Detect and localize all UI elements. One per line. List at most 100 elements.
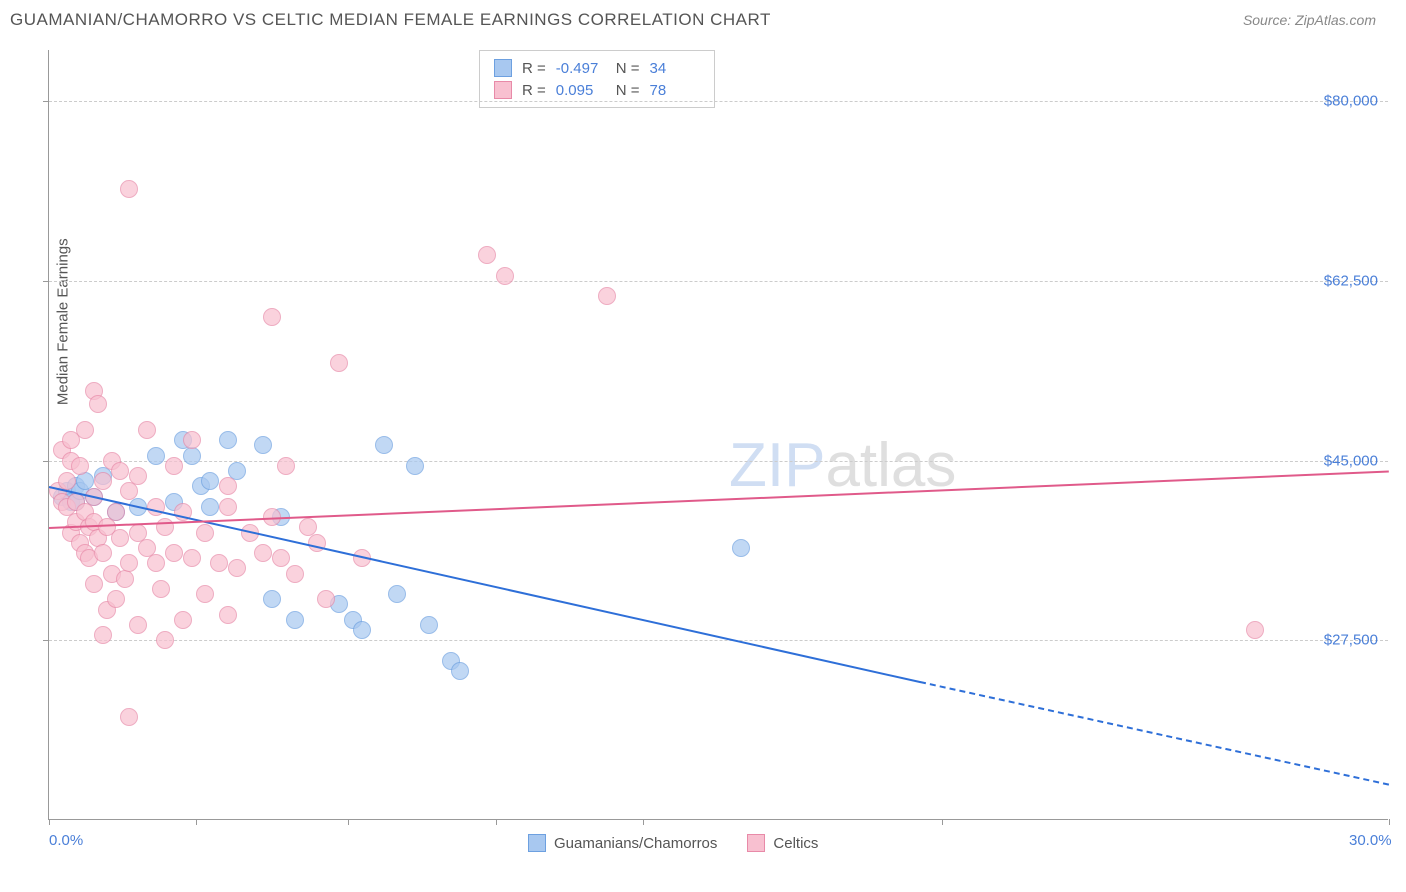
scatter-point — [420, 616, 438, 634]
scatter-point — [210, 554, 228, 572]
scatter-point — [111, 529, 129, 547]
scatter-point — [219, 606, 237, 624]
scatter-point — [76, 421, 94, 439]
scatter-point — [406, 457, 424, 475]
stat-n-value: 34 — [650, 60, 700, 77]
scatter-point — [263, 590, 281, 608]
legend-label: Celtics — [773, 835, 818, 852]
scatter-point — [58, 472, 76, 490]
stat-r-label: R = — [522, 60, 546, 77]
scatter-point — [147, 554, 165, 572]
stat-r-label: R = — [522, 82, 546, 99]
stat-n-value: 78 — [650, 82, 700, 99]
legend-swatch — [494, 59, 512, 77]
scatter-point — [330, 354, 348, 372]
scatter-point — [107, 590, 125, 608]
scatter-point — [1246, 621, 1264, 639]
x-tick-label: 30.0% — [1349, 832, 1392, 849]
x-tick — [1389, 819, 1390, 825]
scatter-point — [89, 395, 107, 413]
x-tick — [496, 819, 497, 825]
x-tick-label: 0.0% — [49, 832, 83, 849]
scatter-point — [71, 457, 89, 475]
legend-swatch — [494, 81, 512, 99]
x-tick — [348, 819, 349, 825]
stat-n-label: N = — [616, 82, 640, 99]
scatter-point — [94, 626, 112, 644]
scatter-point — [165, 457, 183, 475]
scatter-point — [263, 308, 281, 326]
plot-area: ZIPatlas R =-0.497N =34R =0.095N =78 $27… — [48, 50, 1388, 820]
stats-row: R =0.095N =78 — [494, 79, 700, 101]
gridline — [49, 281, 1388, 282]
scatter-point — [183, 431, 201, 449]
legend-item: Guamanians/Chamorros — [528, 834, 717, 852]
scatter-point — [138, 421, 156, 439]
y-tick-label: $80,000 — [1324, 93, 1378, 110]
scatter-point — [317, 590, 335, 608]
x-tick — [643, 819, 644, 825]
scatter-point — [129, 467, 147, 485]
scatter-point — [219, 498, 237, 516]
scatter-point — [120, 482, 138, 500]
scatter-point — [147, 447, 165, 465]
scatter-point — [201, 498, 219, 516]
bottom-legend: Guamanians/Chamorros Celtics — [528, 834, 818, 852]
scatter-point — [183, 447, 201, 465]
gridline — [49, 461, 1388, 462]
scatter-point — [156, 631, 174, 649]
watermark-zip: ZIP — [729, 431, 825, 500]
scatter-point — [478, 246, 496, 264]
scatter-point — [219, 431, 237, 449]
y-tick-label: $27,500 — [1324, 632, 1378, 649]
scatter-point — [201, 472, 219, 490]
scatter-point — [286, 565, 304, 583]
trend-line — [49, 471, 1389, 529]
stats-row: R = -0.497 N = 34 — [494, 57, 700, 79]
source-label: Source: ZipAtlas.com — [1243, 12, 1376, 28]
y-tick — [43, 640, 49, 641]
stats-box: R =-0.497N =34R =0.095N =78 — [479, 50, 715, 108]
legend-item: Celtics — [747, 834, 818, 852]
scatter-point — [196, 524, 214, 542]
stat-r-value: -0.497 — [556, 60, 606, 77]
x-tick — [49, 819, 50, 825]
trend-line — [49, 486, 920, 683]
scatter-point — [174, 611, 192, 629]
trend-line-dash — [920, 681, 1389, 786]
scatter-point — [120, 708, 138, 726]
scatter-point — [228, 559, 246, 577]
scatter-point — [286, 611, 304, 629]
y-tick-label: $62,500 — [1324, 273, 1378, 290]
scatter-point — [111, 462, 129, 480]
scatter-point — [272, 549, 290, 567]
scatter-point — [94, 472, 112, 490]
gridline — [49, 101, 1388, 102]
scatter-point — [277, 457, 295, 475]
scatter-point — [353, 621, 371, 639]
scatter-point — [85, 575, 103, 593]
x-tick — [196, 819, 197, 825]
scatter-point — [152, 580, 170, 598]
scatter-point — [120, 554, 138, 572]
scatter-point — [165, 544, 183, 562]
scatter-point — [732, 539, 750, 557]
scatter-point — [219, 477, 237, 495]
scatter-point — [388, 585, 406, 603]
scatter-point — [120, 180, 138, 198]
x-tick — [942, 819, 943, 825]
scatter-point — [107, 503, 125, 521]
chart-title: GUAMANIAN/CHAMORRO VS CELTIC MEDIAN FEMA… — [10, 10, 771, 30]
scatter-point — [496, 267, 514, 285]
stat-n-label: N = — [616, 60, 640, 77]
scatter-point — [375, 436, 393, 454]
scatter-point — [116, 570, 134, 588]
y-tick — [43, 461, 49, 462]
scatter-point — [451, 662, 469, 680]
gridline — [49, 640, 1388, 641]
scatter-point — [129, 616, 147, 634]
legend-swatch — [747, 834, 765, 852]
chart-container: Median Female Earnings ZIPatlas R =-0.49… — [48, 50, 1388, 820]
scatter-point — [183, 549, 201, 567]
y-tick-label: $45,000 — [1324, 452, 1378, 469]
